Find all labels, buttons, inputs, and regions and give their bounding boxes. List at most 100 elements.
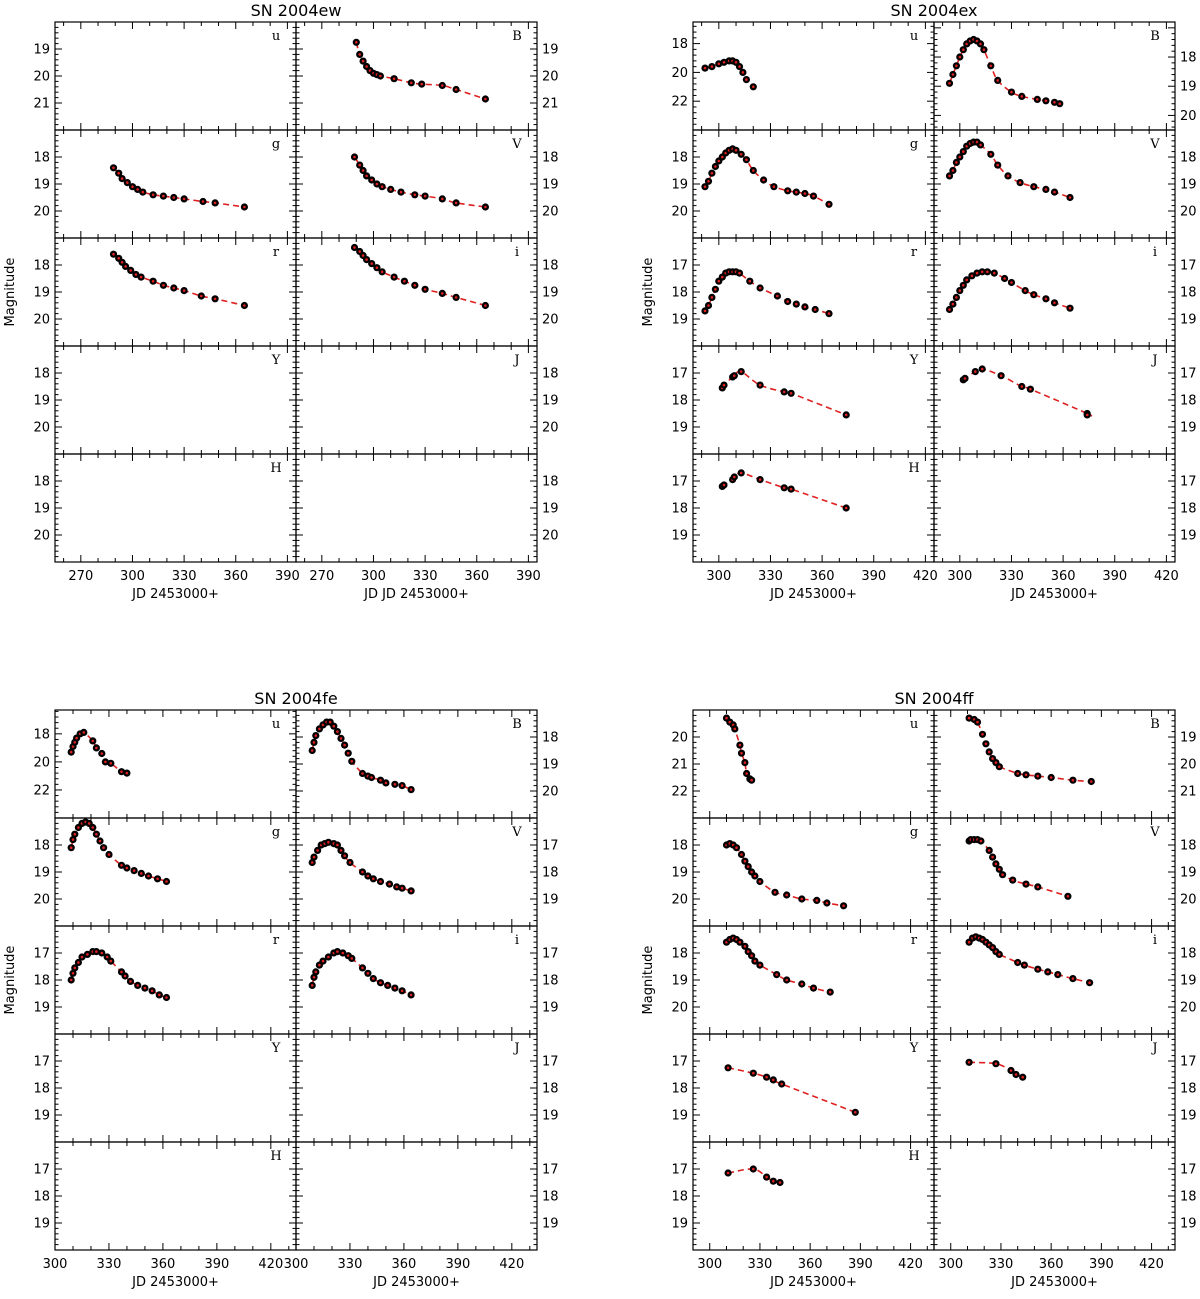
- data-point-core: [413, 193, 417, 197]
- x-tick-label: 270: [309, 569, 334, 584]
- data-point-core: [117, 171, 120, 175]
- data-point-core: [139, 275, 143, 279]
- data-point-core: [1049, 776, 1053, 779]
- data-point-core: [120, 177, 124, 180]
- data-point-core: [1090, 780, 1093, 783]
- band-label-i: i: [1153, 245, 1157, 260]
- data-point-core: [389, 188, 393, 191]
- data-point-core: [750, 954, 753, 957]
- panel-Y: 18 19 20 Y: [33, 345, 297, 455]
- panel-J: 17 18 19 J: [295, 1033, 559, 1143]
- y-tick-label: 20: [542, 421, 559, 436]
- y-tick-label: 21: [671, 758, 688, 773]
- data-point-core: [1044, 297, 1048, 301]
- data-point-core: [388, 882, 391, 886]
- x-tick-label: 390: [861, 569, 886, 584]
- data-point-core: [353, 246, 356, 249]
- data-point-core: [454, 201, 458, 205]
- data-point-core: [136, 984, 139, 987]
- y-tick-label: 19: [671, 1217, 688, 1232]
- data-point-core: [343, 743, 346, 747]
- panel-frame: [692, 237, 935, 347]
- y-tick-label: 18: [1180, 286, 1197, 301]
- data-point-core: [71, 972, 75, 975]
- data-point-core: [710, 296, 714, 299]
- band-label-Y: Y: [909, 1041, 919, 1056]
- data-point-core: [318, 727, 321, 731]
- data-point-core: [243, 304, 246, 307]
- data-point-core: [753, 874, 757, 878]
- panel-frame: [933, 817, 1176, 927]
- data-point-core: [844, 506, 848, 510]
- panel-frame: [692, 817, 935, 927]
- band-label-V: V: [1149, 137, 1160, 152]
- x-tick-label: 360: [1039, 1257, 1064, 1272]
- data-point-core: [1016, 772, 1019, 775]
- data-point-core: [740, 751, 743, 755]
- data-point-core: [753, 959, 757, 963]
- data-point-core: [350, 760, 354, 763]
- data-point-core: [775, 973, 778, 976]
- data-point-core: [375, 182, 379, 186]
- data-point-core: [975, 39, 979, 43]
- data-point-core: [746, 865, 750, 868]
- data-point-core: [120, 970, 123, 974]
- data-point-core: [812, 986, 815, 990]
- panel-i: 17 18 19 i: [933, 237, 1197, 347]
- data-point-core: [989, 64, 993, 68]
- y-axis-label: Magnitude: [3, 258, 18, 327]
- y-tick-label: 18: [33, 1190, 50, 1205]
- data-point-core: [361, 966, 364, 970]
- y-tick-label: 18: [671, 394, 688, 409]
- data-point-core: [1036, 98, 1039, 101]
- data-point-core: [132, 869, 136, 872]
- data-point-core: [350, 957, 354, 960]
- x-tick-label: 300: [706, 569, 731, 584]
- data-point-core: [353, 155, 356, 159]
- panel-g: 18 19 20 g: [33, 129, 297, 239]
- data-point-core: [321, 723, 325, 727]
- chart-title: SN 2004ew: [251, 1, 342, 20]
- data-point-core: [982, 48, 986, 51]
- panel-J: 17 18 19 J: [933, 345, 1197, 455]
- data-point-core: [828, 990, 832, 994]
- template-fit-curve: [113, 253, 245, 307]
- data-point-core: [1024, 882, 1028, 886]
- panel-empty-4: 17 18 19 300 330 360 390 420 JD 2453000+: [933, 453, 1197, 602]
- template-fit-curve: [70, 821, 167, 883]
- data-point-core: [955, 64, 958, 68]
- data-point-core: [361, 870, 364, 874]
- data-point-core: [172, 196, 176, 199]
- y-tick-label: 17: [542, 1055, 559, 1070]
- x-axis-label: JD 2453000+: [769, 587, 857, 602]
- data-point-core: [1001, 873, 1004, 876]
- data-point-core: [721, 275, 724, 279]
- band-label-Y: Y: [271, 1041, 281, 1056]
- data-point-core: [409, 889, 413, 893]
- x-tick-label: 420: [913, 569, 938, 584]
- data-point-core: [361, 772, 364, 775]
- data-point-core: [77, 961, 80, 964]
- y-tick-label: 18: [542, 151, 559, 166]
- y-tick-label: 20: [1180, 1001, 1197, 1016]
- x-tick-label: 330: [97, 1257, 122, 1272]
- data-point-core: [91, 739, 95, 743]
- data-point-core: [740, 853, 743, 856]
- data-point-core: [722, 383, 726, 387]
- data-point-core: [403, 279, 406, 283]
- y-axis-label: Magnitude: [641, 258, 656, 327]
- panel-H: 18 19 20 H 270 300 330 360 390 JD 2453000+: [33, 453, 300, 602]
- y-tick-label: 19: [33, 286, 50, 301]
- band-label-V: V: [1149, 825, 1160, 840]
- y-tick-label: 17: [1180, 259, 1197, 274]
- y-tick-label: 19: [1180, 178, 1197, 193]
- data-point-core: [1029, 387, 1032, 391]
- y-tick-label: 18: [542, 866, 559, 881]
- panel-frame: [692, 1033, 935, 1143]
- x-tick-label: 360: [464, 569, 489, 584]
- data-point-core: [745, 772, 748, 775]
- y-tick-label: 19: [33, 866, 50, 881]
- data-point-core: [1056, 973, 1060, 976]
- x-tick-label: 420: [1154, 569, 1179, 584]
